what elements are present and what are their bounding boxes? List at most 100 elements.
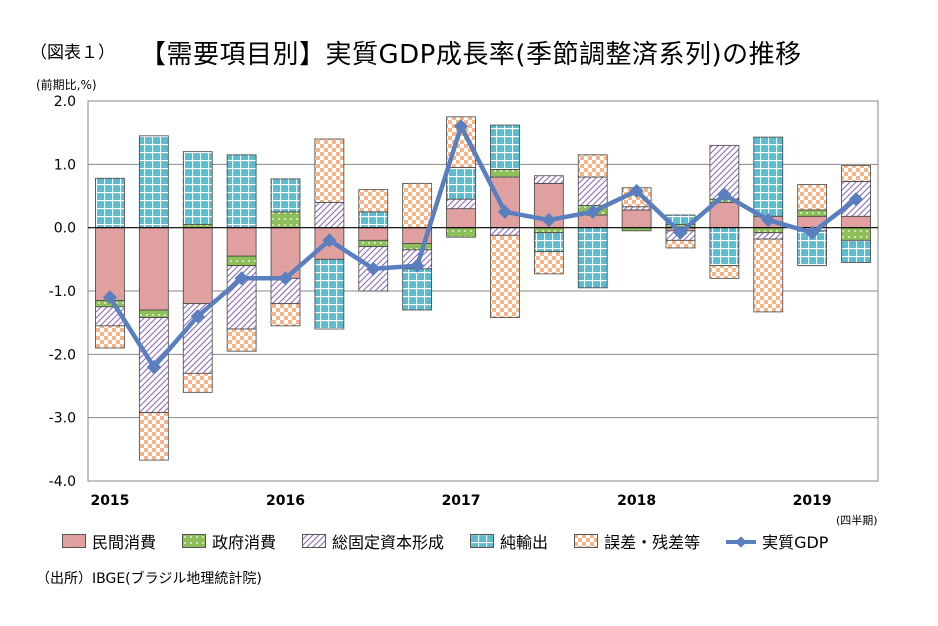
bar-netexports — [797, 230, 828, 267]
bar-netexports — [446, 167, 476, 200]
x-axis-unit-label: (四半期) — [836, 514, 878, 527]
bar-government — [533, 227, 564, 234]
legend-item-investment: 総固定資本形成 — [302, 529, 444, 553]
source-note: （出所）IBGE(ブラジル地理統計院) — [36, 571, 262, 587]
legend-swatch-fill — [302, 534, 327, 548]
bar-private — [138, 227, 169, 311]
chart-title: 【需要項目別】実質GDP成長率(季節調整済系列)の推移 — [140, 40, 802, 70]
bar-netexports — [533, 232, 564, 253]
bar-error — [402, 182, 433, 229]
legend: 民間消費 政府消費 総固定資本形成 純輸出 誤差・残差等 実質GDP — [62, 528, 902, 554]
gdp-point — [673, 225, 688, 240]
legend-swatch-fill — [62, 534, 86, 548]
bar-error — [533, 251, 564, 275]
bar-government — [226, 255, 257, 267]
gdp-point — [453, 119, 469, 134]
x-tick-label: 2018 — [617, 493, 656, 509]
gdp-point — [146, 359, 161, 375]
gdp-point — [278, 271, 293, 286]
figure-label: （図表１） — [30, 43, 115, 63]
gdp-line-path — [107, 124, 858, 370]
bar-netexports — [402, 268, 433, 311]
bar-private — [490, 176, 520, 229]
bar-netexports — [138, 135, 169, 229]
legend-label: 総固定資本形成 — [332, 533, 445, 552]
gdp-point — [761, 212, 776, 228]
legend-swatch — [62, 534, 86, 548]
bar-error — [95, 325, 125, 349]
legend-line-swatch — [726, 533, 757, 549]
gdp-line — [102, 119, 864, 375]
bar-netexports — [753, 136, 784, 217]
bar-error — [226, 328, 257, 352]
bar-error — [270, 303, 301, 327]
legend-swatch-fill — [182, 534, 207, 548]
bar-government — [797, 209, 828, 217]
bar-error — [138, 412, 169, 461]
legend-swatch — [470, 534, 495, 548]
grid-lines — [87, 100, 879, 482]
gdp-point — [848, 192, 864, 207]
x-tick-label: 2015 — [90, 493, 129, 509]
legend-swatch-fill — [470, 534, 495, 548]
bar-investment — [621, 206, 652, 211]
bar-government — [841, 227, 871, 241]
bar-government — [138, 309, 169, 318]
bar-investment — [490, 227, 520, 236]
gdp-point — [234, 271, 249, 286]
bar-error — [314, 138, 345, 203]
legend-swatch — [574, 534, 599, 548]
bar-error — [490, 234, 520, 318]
bar-error — [709, 265, 740, 279]
bar-private — [621, 209, 652, 229]
legend-label: 実質GDP — [762, 533, 829, 552]
y-tick-label: 2.0 — [54, 94, 76, 110]
bar-netexports — [226, 154, 257, 229]
bar-investment — [577, 176, 608, 206]
axis-labels: 2.0 1.0 0.0 -1.0 -2.0 -3.0 -4.0 2015 2016 2017 201… — [49, 94, 832, 509]
legend-swatch-fill — [574, 534, 599, 548]
gdp-point — [366, 261, 381, 276]
bar-error — [577, 154, 608, 178]
gdp-point — [541, 212, 556, 228]
bar-government — [490, 168, 520, 178]
bar-investment — [314, 201, 345, 229]
x-tick-label: 2019 — [793, 493, 832, 509]
bar-government — [446, 227, 476, 238]
y-tick-label: -3.0 — [49, 411, 76, 427]
gdp-point — [717, 187, 732, 202]
y-axis-unit-label: (前期比,%) — [36, 78, 97, 92]
bar-private — [446, 208, 476, 229]
legend-label: 誤差・残差等 — [604, 533, 701, 552]
legend-item-gdp: 実質GDP — [726, 529, 828, 553]
y-tick-label: -1.0 — [49, 284, 76, 300]
y-tick-label: 1.0 — [54, 157, 76, 173]
y-tick-label: -2.0 — [49, 347, 76, 363]
legend-label: 政府消費 — [212, 533, 277, 552]
bar-netexports — [95, 177, 125, 229]
legend-label: 民間消費 — [92, 533, 157, 552]
x-tick-label: 2016 — [266, 493, 305, 509]
bar-netexports — [270, 178, 301, 213]
bar-netexports — [709, 227, 740, 267]
bar-private — [182, 227, 213, 305]
bar-netexports — [182, 151, 213, 225]
bar-netexports — [841, 239, 871, 263]
bar-error — [753, 238, 784, 313]
bar-private — [95, 227, 125, 301]
gdp-point — [497, 204, 513, 219]
bar-netexports — [490, 124, 520, 170]
bar-investment — [446, 198, 476, 210]
legend-swatch — [182, 534, 207, 548]
bar-investment — [533, 175, 564, 184]
bar-investment — [753, 232, 784, 240]
y-tick-label: 0.0 — [54, 221, 76, 237]
legend-swatch — [302, 534, 327, 548]
gdp-point — [190, 309, 205, 324]
bar-error — [665, 239, 696, 249]
bar-government — [358, 239, 389, 248]
gdp-point — [629, 183, 644, 199]
gdp-point — [805, 225, 820, 240]
legend-item-netexports: 純輸出 — [470, 529, 548, 553]
